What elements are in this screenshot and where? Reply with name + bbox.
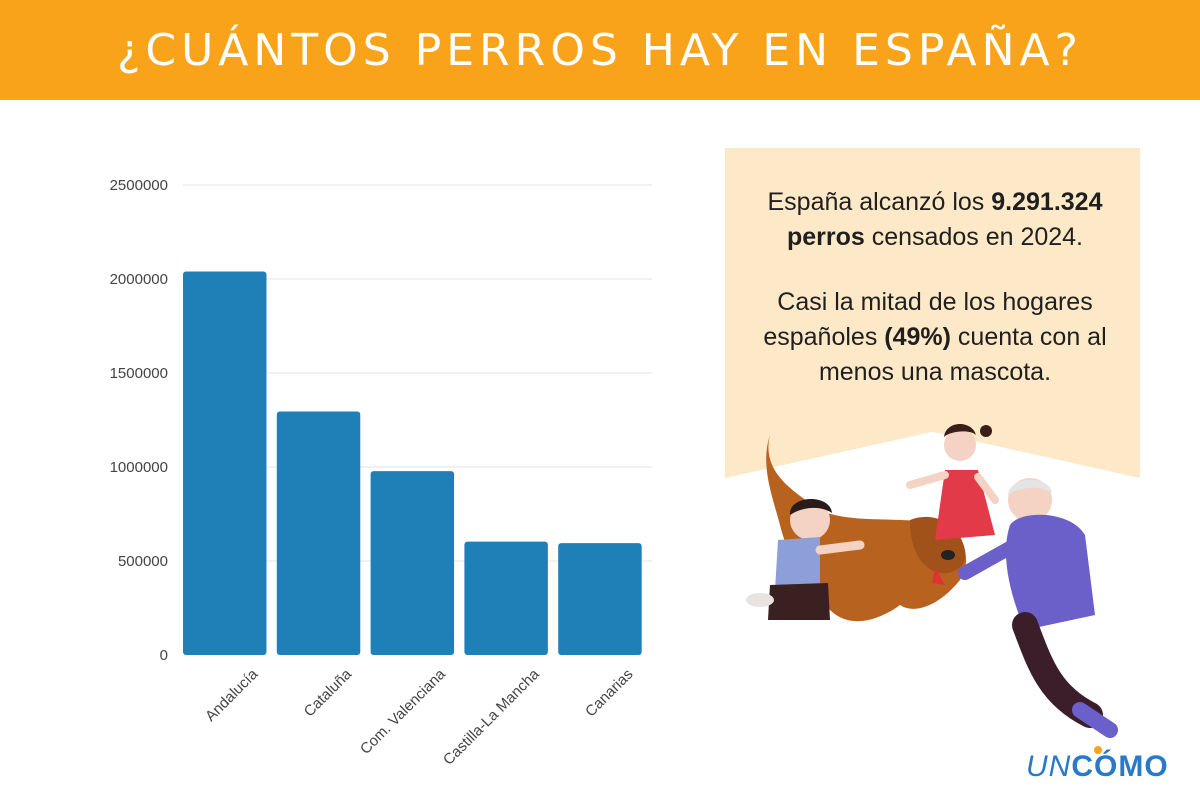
households-paragraph: Casi la mitad de los hogares españoles (…	[735, 285, 1135, 390]
y-tick-label: 0	[160, 647, 168, 664]
census-count: 9.291.324 perros	[786, 188, 1103, 251]
logo-un: UN	[1026, 750, 1072, 783]
y-tick-label: 2000000	[110, 271, 168, 288]
x-tick-label: Com. Valenciana	[357, 665, 449, 757]
census-text-end: censados en 2024.	[864, 223, 1084, 251]
y-tick-label: 2500000	[110, 177, 168, 194]
households-text-start: Casi la mitad de los hogares españoles	[763, 288, 1093, 351]
logo-como: CÓMO	[1071, 750, 1169, 783]
info-text: España alcanzó los 9.291.324 perros cens…	[735, 185, 1135, 420]
header-banner: ¿CUÁNTOS PERROS HAY EN ESPAÑA?	[0, 0, 1200, 100]
info-box	[725, 148, 1140, 478]
x-tick-label: Andalucía	[202, 665, 262, 725]
logo-como-wrap: CÓMO	[1071, 746, 1169, 783]
y-tick-label: 1000000	[110, 459, 168, 476]
census-text-start: España alcanzó los	[767, 188, 992, 216]
bar-catalu-a	[276, 411, 361, 655]
bar-castilla-la-mancha	[464, 541, 548, 655]
page-title: ¿CUÁNTOS PERROS HAY EN ESPAÑA?	[117, 24, 1083, 76]
bar-com-valenciana	[370, 471, 455, 655]
x-tick-label: Cataluña	[301, 665, 356, 720]
bar-andaluc-a	[183, 271, 267, 655]
bar-chart: 0 500000 1000000 1500000 2000000 2500000 Andal…	[110, 177, 652, 769]
boy-figure	[746, 498, 865, 620]
census-paragraph: España alcanzó los 9.291.324 perros cens…	[735, 185, 1135, 255]
y-tick-label: 500000	[118, 553, 168, 570]
grandpa-figure	[958, 478, 1118, 738]
y-tick-label: 1500000	[110, 365, 168, 382]
x-tick-label: Canarias	[582, 666, 636, 720]
households-text-end: cuenta con al menos una mascota.	[818, 323, 1107, 386]
bar-canarias	[558, 543, 642, 655]
uncomo-logo: UNCÓMO	[1026, 746, 1169, 784]
girl-figure	[906, 423, 999, 540]
x-tick-label: Castilla-La Mancha	[440, 665, 543, 768]
households-percent: (49%)	[884, 323, 951, 351]
family-with-dog-illustration	[746, 423, 1118, 738]
logo-dot-icon	[1094, 746, 1103, 754]
